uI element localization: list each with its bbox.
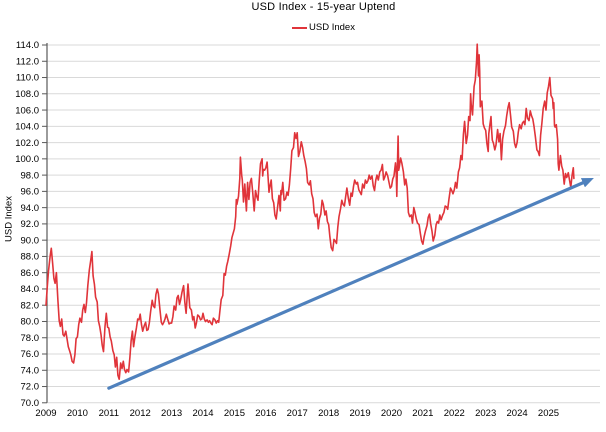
x-tick-label: 2020 xyxy=(381,408,402,419)
y-tick-label: 84.0 xyxy=(21,284,40,295)
x-tick-label: 2018 xyxy=(318,408,339,419)
y-tick-label: 100.0 xyxy=(15,154,39,165)
x-tick-label: 2022 xyxy=(444,408,465,419)
y-tick-label: 96.0 xyxy=(21,187,40,198)
y-tick-label: 88.0 xyxy=(21,252,40,263)
x-tick-label: 2014 xyxy=(192,408,213,419)
chart-title: USD Index - 15-year Uptend xyxy=(251,1,396,13)
legend-line-marker xyxy=(292,26,308,29)
x-tick-label: 2009 xyxy=(35,408,56,419)
x-tick-label: 2010 xyxy=(67,408,88,419)
y-tick-label: 112.0 xyxy=(16,56,39,67)
y-tick-label: 86.0 xyxy=(21,268,40,279)
x-tick-label: 2023 xyxy=(475,408,496,419)
y-tick-label: 94.0 xyxy=(21,203,40,214)
y-tick-label: 80.0 xyxy=(21,317,40,328)
y-tick-label: 70.0 xyxy=(21,398,40,409)
x-tick-label: 2019 xyxy=(349,408,370,419)
x-tick-label: 2015 xyxy=(224,408,245,419)
y-tick-label: 92.0 xyxy=(21,219,40,230)
y-tick-label: 114.0 xyxy=(16,40,39,51)
y-tick-label: 108.0 xyxy=(15,89,39,100)
x-tick-label: 2013 xyxy=(161,408,182,419)
x-tick-label: 2016 xyxy=(255,408,276,419)
y-tick-label: 74.0 xyxy=(21,365,40,376)
x-tick-label: 2011 xyxy=(99,408,119,419)
y-tick-label: 110.0 xyxy=(16,73,39,84)
y-tick-label: 102.0 xyxy=(15,138,39,149)
y-tick-label: 98.0 xyxy=(21,170,40,181)
y-tick-label: 106.0 xyxy=(15,105,39,116)
y-tick-label: 82.0 xyxy=(21,300,40,311)
y-axis-title: USD Index xyxy=(3,196,15,242)
uptrend-arrow xyxy=(107,178,594,390)
y-tick-label: 76.0 xyxy=(21,349,40,360)
x-tick-label: 2024 xyxy=(507,408,528,419)
x-tick-label: 2021 xyxy=(412,408,433,419)
x-tick-label: 2025 xyxy=(538,408,559,419)
x-tick-label: 2017 xyxy=(287,408,308,419)
x-tick-label: 2012 xyxy=(130,408,151,419)
y-tick-label: 104.0 xyxy=(15,122,39,133)
legend-label: USD Index xyxy=(309,22,355,33)
usd-index-line xyxy=(45,43,575,381)
y-tick-label: 78.0 xyxy=(21,333,40,344)
y-tick-label: 90.0 xyxy=(21,235,40,246)
y-tick-label: 72.0 xyxy=(21,382,40,393)
legend: USD Index xyxy=(47,21,600,34)
